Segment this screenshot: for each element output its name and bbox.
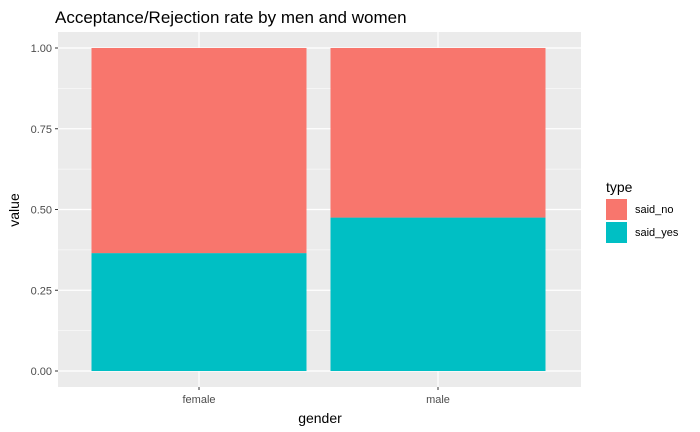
y-axis-title: value (6, 193, 22, 227)
bars (91, 48, 546, 371)
axis-ticks: 0.00 0.25 0.50 0.75 1.00 female male (31, 43, 450, 406)
x-tick-label: female (182, 394, 215, 406)
x-axis-title: gender (298, 410, 342, 426)
x-tick-label: male (426, 394, 450, 406)
legend-label-said_no: said_no (635, 204, 674, 216)
y-tick-label: 0.25 (31, 285, 52, 297)
legend-title: type (606, 179, 633, 195)
legend-key-said_no (606, 199, 627, 220)
bar-female-said_no (91, 48, 307, 254)
bar-female-said_yes (91, 253, 307, 371)
legend-key-said_yes (606, 222, 627, 243)
bar-male-said_no (330, 48, 546, 218)
legend-label-said_yes: said_yes (635, 227, 679, 239)
y-tick-label: 0.75 (31, 124, 52, 136)
chart-title: Acceptance/Rejection rate by men and wom… (55, 8, 407, 27)
y-tick-label: 1.00 (31, 43, 52, 55)
y-tick-label: 0.00 (31, 366, 52, 378)
legend: type said_no said_yes (606, 179, 679, 243)
bar-male-said_yes (330, 217, 546, 371)
y-tick-label: 0.50 (31, 205, 52, 217)
